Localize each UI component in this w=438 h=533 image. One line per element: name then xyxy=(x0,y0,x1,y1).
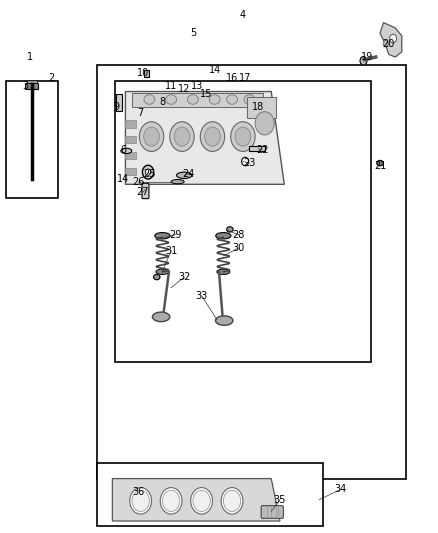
Ellipse shape xyxy=(377,160,383,166)
Polygon shape xyxy=(113,479,280,521)
Text: 17: 17 xyxy=(239,73,251,83)
Ellipse shape xyxy=(155,232,170,239)
Text: 25: 25 xyxy=(143,169,155,179)
Text: 33: 33 xyxy=(195,290,208,301)
Text: 36: 36 xyxy=(132,487,145,497)
Circle shape xyxy=(242,157,249,166)
Bar xyxy=(6,81,58,198)
Ellipse shape xyxy=(156,269,169,274)
Text: 29: 29 xyxy=(170,230,182,240)
Bar xyxy=(115,81,371,362)
Circle shape xyxy=(205,127,220,146)
Circle shape xyxy=(162,490,180,512)
Ellipse shape xyxy=(171,180,184,184)
Text: 23: 23 xyxy=(243,158,256,168)
Text: 32: 32 xyxy=(178,272,191,282)
Circle shape xyxy=(221,488,243,514)
Circle shape xyxy=(235,127,251,146)
Text: 7: 7 xyxy=(138,108,144,118)
Circle shape xyxy=(360,56,367,65)
Ellipse shape xyxy=(216,232,231,239)
Circle shape xyxy=(144,127,159,146)
Circle shape xyxy=(390,34,396,43)
Text: 22: 22 xyxy=(256,145,269,155)
Ellipse shape xyxy=(209,95,220,104)
Text: 1: 1 xyxy=(27,52,33,62)
Ellipse shape xyxy=(121,148,132,154)
Circle shape xyxy=(174,127,190,146)
Text: 20: 20 xyxy=(382,39,395,49)
Polygon shape xyxy=(380,22,402,57)
Text: 12: 12 xyxy=(178,84,191,94)
Text: 11: 11 xyxy=(165,81,177,91)
Bar xyxy=(116,94,121,111)
Text: 16: 16 xyxy=(226,73,238,83)
Bar xyxy=(125,136,136,143)
Bar xyxy=(250,146,265,151)
Ellipse shape xyxy=(215,316,233,325)
Circle shape xyxy=(191,488,212,514)
Ellipse shape xyxy=(226,95,237,104)
Text: 35: 35 xyxy=(274,495,286,505)
Circle shape xyxy=(383,41,389,47)
Polygon shape xyxy=(125,92,284,184)
FancyBboxPatch shape xyxy=(261,506,283,519)
Bar xyxy=(25,83,39,89)
Text: 6: 6 xyxy=(120,145,126,155)
Text: 30: 30 xyxy=(233,243,245,253)
Text: 4: 4 xyxy=(240,10,246,20)
Text: 19: 19 xyxy=(361,52,373,62)
Text: 2: 2 xyxy=(48,73,55,83)
Text: 31: 31 xyxy=(165,246,177,256)
Bar xyxy=(247,97,276,118)
Circle shape xyxy=(223,490,241,512)
Text: 14: 14 xyxy=(208,66,221,75)
Text: 18: 18 xyxy=(252,102,264,112)
Bar xyxy=(132,93,262,108)
Ellipse shape xyxy=(187,95,198,104)
Ellipse shape xyxy=(226,227,233,232)
Bar xyxy=(97,65,406,479)
Circle shape xyxy=(231,122,255,151)
Bar xyxy=(97,463,323,526)
Circle shape xyxy=(139,122,164,151)
Ellipse shape xyxy=(166,95,177,104)
Circle shape xyxy=(160,488,182,514)
Ellipse shape xyxy=(217,269,230,274)
Circle shape xyxy=(130,488,152,514)
Bar xyxy=(125,120,136,127)
Ellipse shape xyxy=(144,95,155,104)
Ellipse shape xyxy=(153,274,160,280)
Text: 24: 24 xyxy=(182,169,195,179)
Ellipse shape xyxy=(177,172,192,179)
Text: 3: 3 xyxy=(22,81,28,91)
Text: 14: 14 xyxy=(117,174,129,184)
Ellipse shape xyxy=(244,95,255,104)
Text: 34: 34 xyxy=(335,484,347,494)
Text: 8: 8 xyxy=(159,97,166,107)
Text: 28: 28 xyxy=(233,230,245,240)
Text: 21: 21 xyxy=(374,161,386,171)
Text: 26: 26 xyxy=(132,176,145,187)
Bar xyxy=(125,152,136,159)
Circle shape xyxy=(255,112,274,135)
Circle shape xyxy=(145,169,151,175)
Text: 10: 10 xyxy=(137,68,149,78)
Text: 27: 27 xyxy=(137,187,149,197)
Circle shape xyxy=(142,165,154,179)
Circle shape xyxy=(132,490,149,512)
Circle shape xyxy=(170,122,194,151)
Text: 5: 5 xyxy=(190,28,196,38)
Bar xyxy=(125,168,136,175)
Text: 15: 15 xyxy=(200,89,212,99)
Circle shape xyxy=(193,490,210,512)
Ellipse shape xyxy=(152,312,170,321)
Text: 13: 13 xyxy=(191,81,203,91)
Text: 9: 9 xyxy=(113,102,120,112)
FancyBboxPatch shape xyxy=(142,183,149,199)
Circle shape xyxy=(200,122,225,151)
Bar xyxy=(27,80,37,83)
Bar xyxy=(144,70,149,77)
